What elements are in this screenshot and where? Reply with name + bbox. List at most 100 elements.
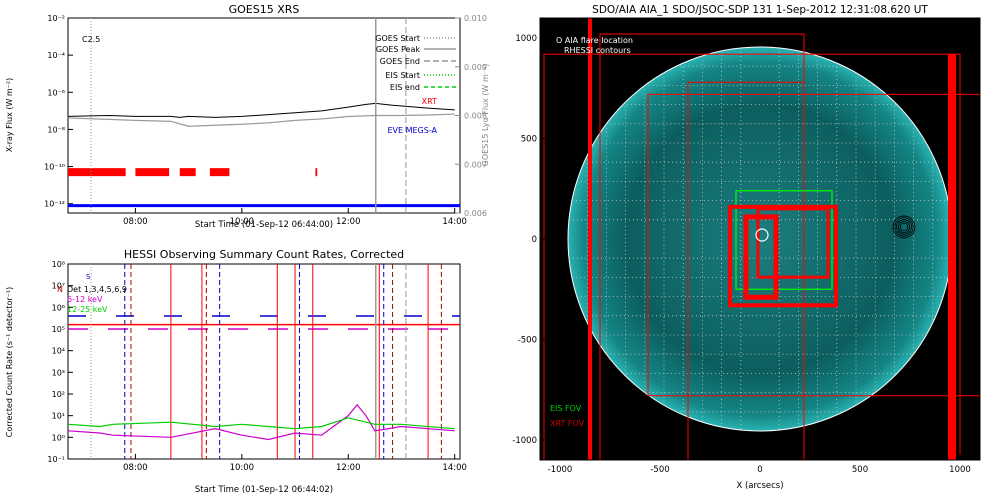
aia-y-tick-label: 0 xyxy=(532,235,537,245)
xrt-fov-bold xyxy=(728,204,838,308)
xrt-fov xyxy=(599,33,805,460)
rhessi-contour xyxy=(894,217,914,237)
rhessi-contour xyxy=(899,222,909,232)
xrt-fov-edge xyxy=(948,54,956,460)
xrt-fov-edge xyxy=(588,18,592,460)
hessi-series-line xyxy=(68,417,455,430)
hessi-y-tick-label: 10¹ xyxy=(52,412,65,421)
goes-legend-label: GOES Peak xyxy=(376,45,421,54)
goes-y-tick-label: 10⁻⁶ xyxy=(47,88,65,97)
sun-disk xyxy=(568,47,952,431)
aia-x-tick-label: -500 xyxy=(650,465,669,475)
aia-flare-marker xyxy=(755,228,769,242)
hessi-legend-label: 6-12 keV xyxy=(67,295,103,304)
aia-image-content xyxy=(543,18,980,460)
goes-y-ticks: 10⁻² 10⁻⁴ 10⁻⁶ 10⁻⁸ 10⁻¹⁰ 10⁻¹² xyxy=(44,14,73,209)
hessi-y-tick-label: 10⁻¹ xyxy=(47,455,65,464)
goes-x-tick-label: 12:00 xyxy=(336,217,361,227)
goes-y-tick-label: 10⁻⁸ xyxy=(47,125,65,134)
hessi-y-tick-label: 10⁸ xyxy=(52,260,65,269)
hessi-legend-label: 12-25 keV xyxy=(67,305,108,314)
hessi-x-tick-label: 08:00 xyxy=(123,463,148,473)
aia-x-tick-label: 0 xyxy=(757,465,762,475)
goes-y-axis-label: X-ray Flux (W m⁻²) xyxy=(5,78,14,153)
goes-legend-label: EVE MEGS-A xyxy=(387,126,437,135)
goes-xrt-bar xyxy=(209,168,230,177)
aia-y-tick-label: 500 xyxy=(521,135,537,145)
goes-y-tick-label: 10⁻² xyxy=(47,14,65,23)
aia-x-tick-label: -1000 xyxy=(548,465,573,475)
aia-x-tick-label: 1000 xyxy=(949,465,971,475)
aia-legend-fov: EIS FOV xyxy=(550,404,582,413)
aia-legend-rhessi: RHESSI contours xyxy=(564,46,631,55)
aia-x-ticks: -1000 -500 0 500 1000 xyxy=(548,455,971,475)
goes-xrt-bar xyxy=(315,168,318,177)
hessi-y-ticks: 10⁸ 10⁷ 10⁶ 10⁵ 10⁴ 10³ 10² 10¹ 10⁰ 10⁻¹ xyxy=(47,260,73,464)
hessi-x-tick-label: 12:00 xyxy=(336,463,361,473)
hessi-plot-marks xyxy=(68,264,460,459)
hessi-legend-n: N xyxy=(57,285,63,294)
goes-annotation: C2.5 xyxy=(82,35,100,44)
goes-y2-tick-label: 0.009 xyxy=(464,63,487,72)
goes-chart-title: GOES15 XRS xyxy=(229,3,300,16)
goes-y2-ticks: 0.006 0.007 0.008 0.009 0.010 xyxy=(455,14,487,218)
goes-legend: GOES Start GOES Peak GOES End EIS Start EIS … xyxy=(375,34,456,135)
hessi-y-tick-label: 10² xyxy=(52,390,65,399)
hessi-x-ticks: 08:00 10:00 12:00 14:00 xyxy=(123,454,467,473)
hessi-y-tick-label: 10⁷ xyxy=(52,282,65,291)
hessi-y-tick-label: 10⁶ xyxy=(52,303,65,312)
aia-y-tick-label: 1000 xyxy=(515,34,537,44)
aia-image-title: SDO/AIA AIA_1 SDO/JSOC-SDP 131 1-Sep-201… xyxy=(592,4,928,16)
hessi-flag-label: S xyxy=(86,273,91,281)
goes-legend-label: EIS Start xyxy=(385,71,420,80)
goes-legend-label: GOES End xyxy=(380,57,420,66)
hessi-chart-title: HESSI Observing Summary Count Rates, Cor… xyxy=(124,248,404,261)
goes-xrt-bar xyxy=(135,168,170,177)
goes-y2-tick-label: 0.010 xyxy=(464,14,487,23)
goes-plot-marks xyxy=(68,18,460,213)
rhessi-contour xyxy=(892,215,916,239)
goes-y2-tick-label: 0.007 xyxy=(464,160,487,169)
goes-xrs-panel: GOES15 XRS 10⁻² 10⁻⁴ 10⁻⁶ 10⁻⁸ 10⁻¹⁰ 10⁻¹² 0.… xyxy=(5,3,490,230)
aia-x-axis-label: X (arcsecs) xyxy=(736,481,783,491)
goes-y-tick-label: 10⁻⁴ xyxy=(47,51,65,60)
hessi-plot-frame xyxy=(67,263,461,460)
xrt-fov-bold xyxy=(756,207,830,279)
goes-lya-line xyxy=(68,113,455,127)
rhessi-contour xyxy=(898,220,911,233)
aia-legend-fov: XRT FOV xyxy=(550,419,585,428)
hessi-x-axis-label: Start Time (01-Sep-12 06:44:02) xyxy=(195,485,333,495)
goes-y-tick-label: 10⁻¹² xyxy=(44,200,65,209)
hessi-series-line xyxy=(68,403,455,441)
hessi-legend-label: Det 1,3,4,5,6,9 xyxy=(67,285,127,294)
goes-x-tick-label: 14:00 xyxy=(442,217,467,227)
aia-image-panel: SDO/AIA AIA_1 SDO/JSOC-SDP 131 1-Sep-201… xyxy=(512,4,981,491)
eis-fov xyxy=(735,190,833,290)
hessi-y-tick-label: 10⁰ xyxy=(52,433,65,442)
xrt-fov xyxy=(543,53,961,460)
goes-legend-label: EIS end xyxy=(390,83,420,92)
rhessi-contour xyxy=(896,219,912,235)
aia-y-ticks: 1000 500 0 -500 -1000 xyxy=(512,34,545,446)
goes-x-tick-label: 08:00 xyxy=(123,217,148,227)
goes-y2-axis-label: GOES15 Lyα Flux (W m⁻²) xyxy=(481,64,490,167)
hessi-y-axis-label: Corrected Count Rate (s⁻¹ detector⁻¹) xyxy=(5,287,14,438)
goes-y2-tick-label: 0.006 xyxy=(464,209,487,218)
aia-legend-flare: O AIA flare location xyxy=(556,36,633,45)
hessi-x-tick-label: 14:00 xyxy=(442,463,467,473)
hessi-panel: HESSI Observing Summary Count Rates, Cor… xyxy=(5,248,467,495)
hessi-y-tick-label: 10⁵ xyxy=(52,325,65,334)
goes-legend-label: GOES Start xyxy=(375,34,420,43)
goes-y-tick-label: 10⁻¹⁰ xyxy=(44,163,65,172)
goes-y2-tick-label: 0.008 xyxy=(464,112,487,121)
goes-x-ticks: 08:00 10:00 12:00 14:00 xyxy=(123,208,467,227)
goes-xray-line xyxy=(68,102,455,118)
aia-y-tick-label: -500 xyxy=(518,335,537,345)
aia-x-tick-label: 500 xyxy=(852,465,868,475)
aia-y-tick-label: -1000 xyxy=(512,436,537,446)
goes-xrt-bar xyxy=(179,168,196,177)
goes-xrt-bar xyxy=(68,168,126,177)
